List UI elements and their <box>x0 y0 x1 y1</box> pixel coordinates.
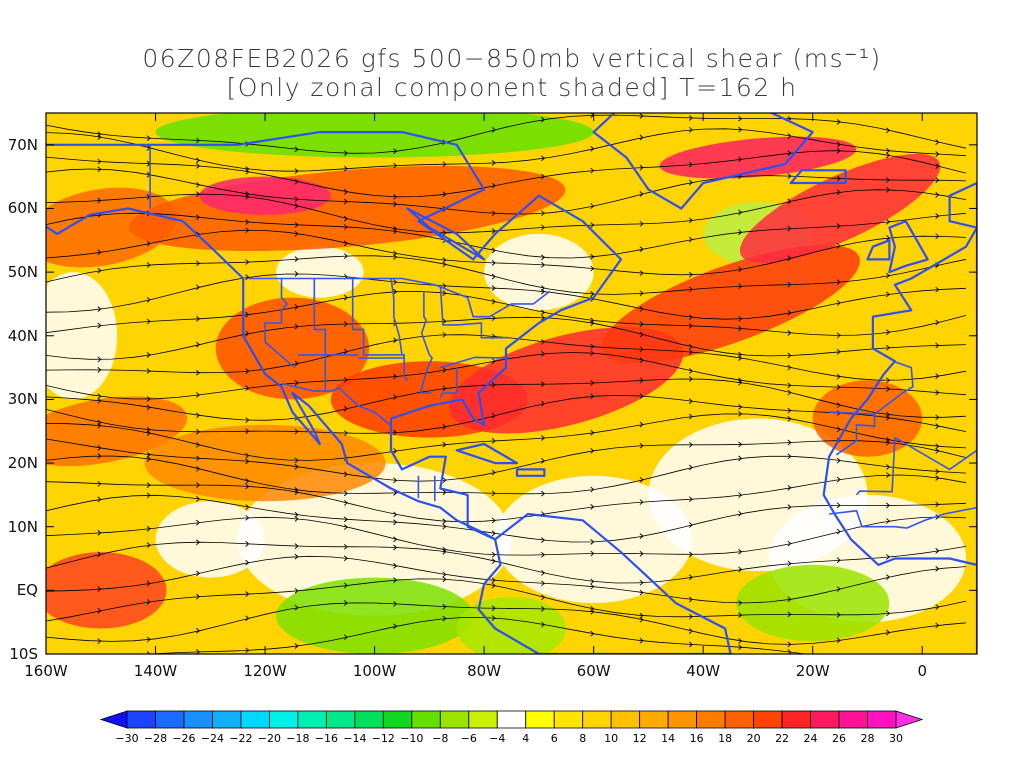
lon-tick-label: 60W <box>576 662 611 680</box>
colorbar-tick-label: −10 <box>400 732 424 745</box>
lon-tick-label: 100W <box>352 662 397 680</box>
colorbar-tick-label: −18 <box>286 732 310 745</box>
colorbar-tick-label: 30 <box>889 732 903 745</box>
colorbar-tick-label: −4 <box>489 732 506 745</box>
colorbar-tick-label: −30 <box>115 732 139 745</box>
colorbar-tick-label: 22 <box>775 732 790 745</box>
colorbar-tick-label: 8 <box>579 732 587 745</box>
lat-tick-label: EQ <box>16 581 38 600</box>
colorbar-tick-label: 16 <box>689 732 704 745</box>
colorbar-tick-label: 10 <box>604 732 619 745</box>
colorbar-tick-label: 14 <box>661 732 676 745</box>
lon-tick-label: 120W <box>243 662 287 680</box>
colorbar <box>99 710 924 729</box>
shear-shading-layer <box>46 113 977 654</box>
colorbar-tick-label: −20 <box>257 732 282 745</box>
colorbar-tick-label: 18 <box>718 732 733 745</box>
colorbar-tick-label: 4 <box>522 732 530 745</box>
streamline-layer <box>46 113 967 654</box>
colorbar-tick-label: −22 <box>229 732 253 745</box>
lat-tick-label: 50N <box>7 263 38 282</box>
colorbar-tick-label: −14 <box>343 732 367 745</box>
colorbar-tick-label: −26 <box>172 732 196 745</box>
colorbar-tick-label: −8 <box>432 732 449 745</box>
colorbar-tick-label: 20 <box>746 732 761 745</box>
lon-tick-label: 160W <box>24 662 68 680</box>
colorbar-tick-label: 24 <box>803 732 818 745</box>
colorbar-tick-label: 26 <box>832 732 847 745</box>
colorbar-tick-label: −24 <box>200 732 225 745</box>
colorbar-tick-label: 12 <box>632 732 647 745</box>
colorbar-tick-label: −16 <box>314 732 338 745</box>
colorbar-tick-label: −6 <box>460 732 477 745</box>
map-frame <box>45 112 978 655</box>
lon-tick-label: 0 <box>917 662 927 680</box>
lat-tick-label: 30N <box>7 390 38 409</box>
colorbar-tick-label: −12 <box>371 732 395 745</box>
coastline-layer <box>46 113 977 654</box>
lat-tick-label: 70N <box>7 135 38 154</box>
colorbar-tick-label: 28 <box>860 732 875 745</box>
axis-ticks <box>45 113 977 655</box>
lat-tick-label: 10N <box>7 517 38 536</box>
lon-tick-label: 80W <box>467 662 502 680</box>
lat-tick-label: 40N <box>7 326 38 345</box>
colorbar-tick-label: 6 <box>550 732 558 745</box>
map-title-line1: 06Z08FEB2026 gfs 500−850mb vertical shea… <box>142 44 882 73</box>
lat-tick-label: 20N <box>7 454 38 473</box>
lat-tick-label: 10S <box>9 645 38 663</box>
map-title-line2: [Only zonal component shaded] T=162 h <box>226 73 798 102</box>
lon-tick-label: 20W <box>795 662 830 680</box>
lon-tick-label: 40W <box>686 662 721 680</box>
colorbar-tick-label: −28 <box>143 732 168 745</box>
lon-tick-label: 140W <box>133 662 178 680</box>
lat-tick-label: 60N <box>7 199 38 218</box>
